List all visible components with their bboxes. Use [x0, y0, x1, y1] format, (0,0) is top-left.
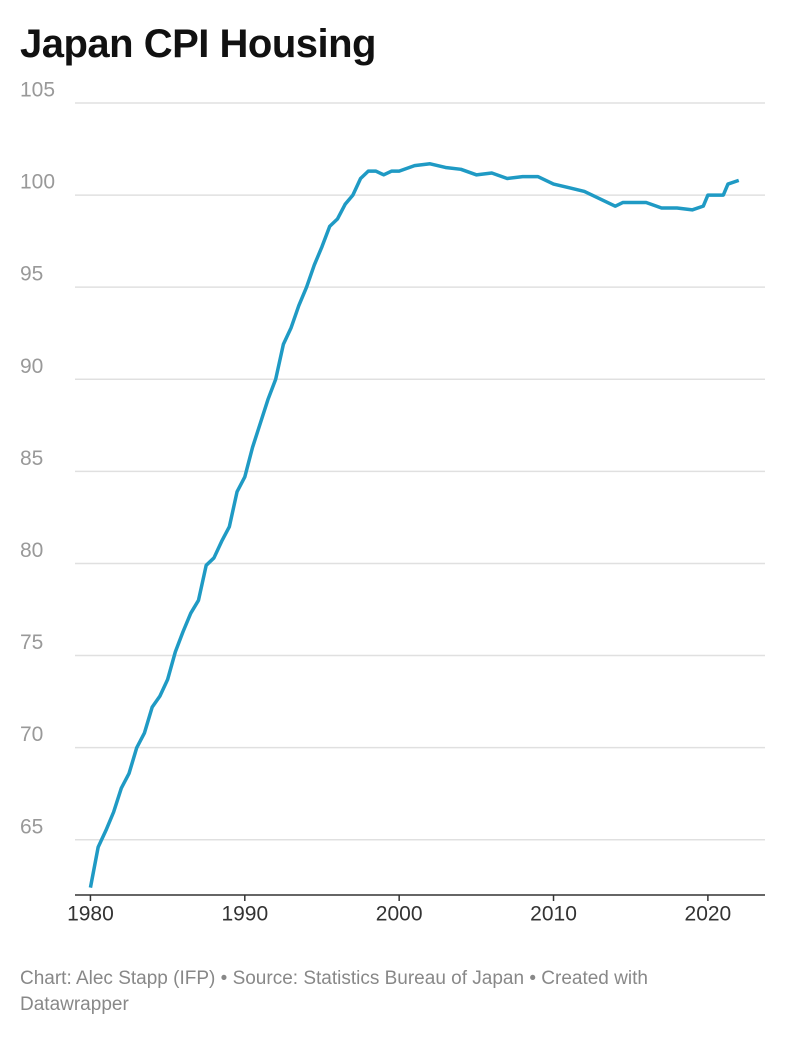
data-line [88, 162, 740, 888]
y-tick-label: 75 [20, 631, 43, 654]
y-tick-label: 90 [20, 355, 43, 378]
x-tick-label: 2010 [530, 903, 577, 926]
x-tick-label: 2000 [376, 903, 423, 926]
chart-title: Japan CPI Housing [20, 22, 377, 66]
y-tick-label: 105 [20, 79, 55, 102]
footer: Chart: Alec Stapp (IFP) • Source: Statis… [20, 968, 648, 1015]
x-tick-label: 2020 [685, 903, 732, 926]
y-tick-label: 100 [20, 171, 55, 194]
y-tick-label: 65 [20, 815, 43, 838]
y-tick-label: 70 [20, 723, 43, 746]
y-tick-label: 80 [20, 539, 43, 562]
y-tick-label: 85 [20, 447, 43, 470]
y-tick-label: 95 [20, 263, 43, 286]
x-tick-label: 1990 [221, 903, 268, 926]
x-tick-label: 1980 [67, 903, 114, 926]
